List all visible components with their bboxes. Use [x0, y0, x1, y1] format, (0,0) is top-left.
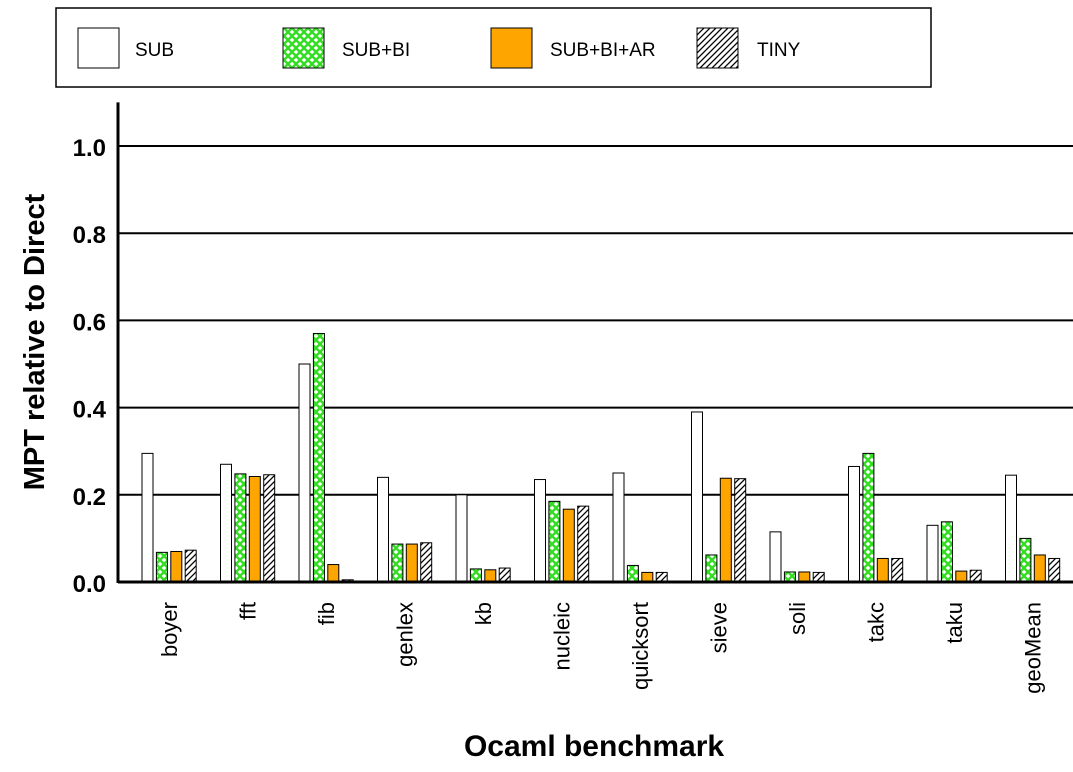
- bar-nucleic-tiny: [577, 505, 590, 583]
- bar-taku-sub-bi: [940, 521, 953, 583]
- bar-sieve-sub-bi-ar: [719, 477, 732, 583]
- bar-kb-sub-bi-ar: [484, 569, 497, 583]
- bar-sieve-sub: [691, 411, 703, 583]
- bar-quicksort-sub-bi: [626, 564, 639, 583]
- x-tick-label: soli: [785, 602, 810, 635]
- x-axis-title: Ocaml benchmark: [464, 730, 724, 763]
- bar-boyer-tiny: [184, 549, 197, 583]
- bar-boyer-sub-bi-ar: [170, 550, 183, 583]
- bar-fft-sub-bi: [234, 473, 247, 583]
- x-tick-label: quicksort: [628, 602, 653, 690]
- bar-fib-sub-bi: [312, 332, 325, 583]
- bar-nucleic-sub-bi: [548, 500, 561, 583]
- bar-takc-sub: [848, 465, 860, 583]
- x-tick-label: kb: [471, 602, 496, 625]
- y-tick-label: 0.2: [73, 484, 106, 511]
- y-tick-label: 0.8: [73, 222, 106, 249]
- bar-boyer-sub: [141, 452, 154, 583]
- bar-soli-sub-bi: [783, 571, 796, 583]
- legend-label-tiny: TINY: [757, 40, 801, 61]
- x-tick-label: takc: [864, 602, 889, 642]
- x-tick-labels: boyer fft fib genlex kb nucleic quicksort sieve…: [157, 602, 1046, 694]
- bar-takc-tiny: [891, 557, 904, 583]
- legend-item-sub-bi-ar: SUB+BI+AR: [490, 27, 656, 69]
- bar-taku-sub: [926, 524, 939, 583]
- y-axis-title: MPT relative to Direct: [19, 193, 51, 490]
- bar-fft-tiny: [263, 474, 276, 583]
- x-tick-label: genlex: [393, 602, 418, 667]
- bar-geoMean-sub-bi-ar: [1033, 554, 1046, 583]
- bar-fib-sub-bi-ar: [327, 564, 340, 583]
- bar-taku-sub-bi-ar: [955, 570, 968, 583]
- bar-soli-sub-bi-ar: [798, 571, 811, 583]
- bar-genlex-sub-bi: [391, 543, 404, 583]
- bar-geoMean-tiny: [1048, 557, 1061, 583]
- x-tick-label: fft: [236, 602, 261, 620]
- legend-label-sub: SUB: [135, 40, 174, 61]
- legend: SUB SUB+BI SUB+BI+AR TINY: [55, 7, 932, 88]
- x-tick-label: sieve: [707, 602, 732, 653]
- legend-item-sub-bi: SUB+BI: [282, 27, 410, 69]
- legend-label-sub-bi: SUB+BI: [342, 40, 410, 61]
- bar-genlex-tiny: [420, 542, 433, 583]
- bar-soli-sub: [769, 531, 782, 583]
- axes: [116, 102, 1073, 584]
- y-tick-label: 0.4: [73, 397, 107, 424]
- bar-takc-sub-bi: [862, 452, 875, 583]
- bar-kb-tiny: [498, 567, 511, 583]
- legend-swatch-sub-bi: [282, 27, 325, 69]
- bar-quicksort-sub: [612, 472, 625, 583]
- legend-swatch-sub-bi-ar: [490, 27, 533, 69]
- bar-kb-sub: [455, 494, 468, 583]
- y-tick-label: 0.6: [73, 309, 106, 336]
- bar-fft-sub: [220, 463, 232, 583]
- y-tick-label: 1.0: [73, 135, 106, 162]
- legend-swatch-tiny: [696, 27, 739, 69]
- y-tick-labels: 0.0 0.2 0.4 0.6 0.8 1.0: [73, 135, 107, 598]
- bar-nucleic-sub: [534, 479, 546, 583]
- bar-kb-sub-bi: [469, 568, 482, 583]
- legend-item-sub: SUB: [77, 27, 174, 69]
- bar-genlex-sub-bi-ar: [405, 543, 418, 583]
- bar-sieve-tiny: [734, 478, 747, 583]
- bar-geoMean-sub-bi: [1019, 537, 1032, 583]
- x-tick-label: taku: [942, 602, 967, 644]
- y-tick-label: 0.0: [73, 571, 106, 598]
- bar-fib-sub: [298, 363, 311, 583]
- bar-genlex-sub: [377, 476, 389, 583]
- bars: [141, 332, 1061, 583]
- bar-boyer-sub-bi: [155, 551, 168, 583]
- bar-geoMean-sub: [1005, 474, 1017, 583]
- bar-nucleic-sub-bi-ar: [562, 508, 575, 583]
- x-tick-label: fib: [314, 602, 339, 625]
- x-tick-label: geoMean: [1021, 602, 1046, 694]
- bar-sieve-sub-bi: [705, 554, 718, 583]
- grid: [118, 145, 1073, 496]
- bar-fft-sub-bi-ar: [248, 475, 261, 583]
- x-tick-label: boyer: [157, 602, 182, 657]
- legend-label-sub-bi-ar: SUB+BI+AR: [550, 40, 656, 61]
- bar-taku-tiny: [969, 569, 982, 583]
- x-tick-label: nucleic: [550, 602, 575, 670]
- bar-takc-sub-bi-ar: [876, 557, 889, 583]
- legend-item-tiny: TINY: [696, 27, 801, 69]
- legend-swatch-sub: [77, 27, 120, 69]
